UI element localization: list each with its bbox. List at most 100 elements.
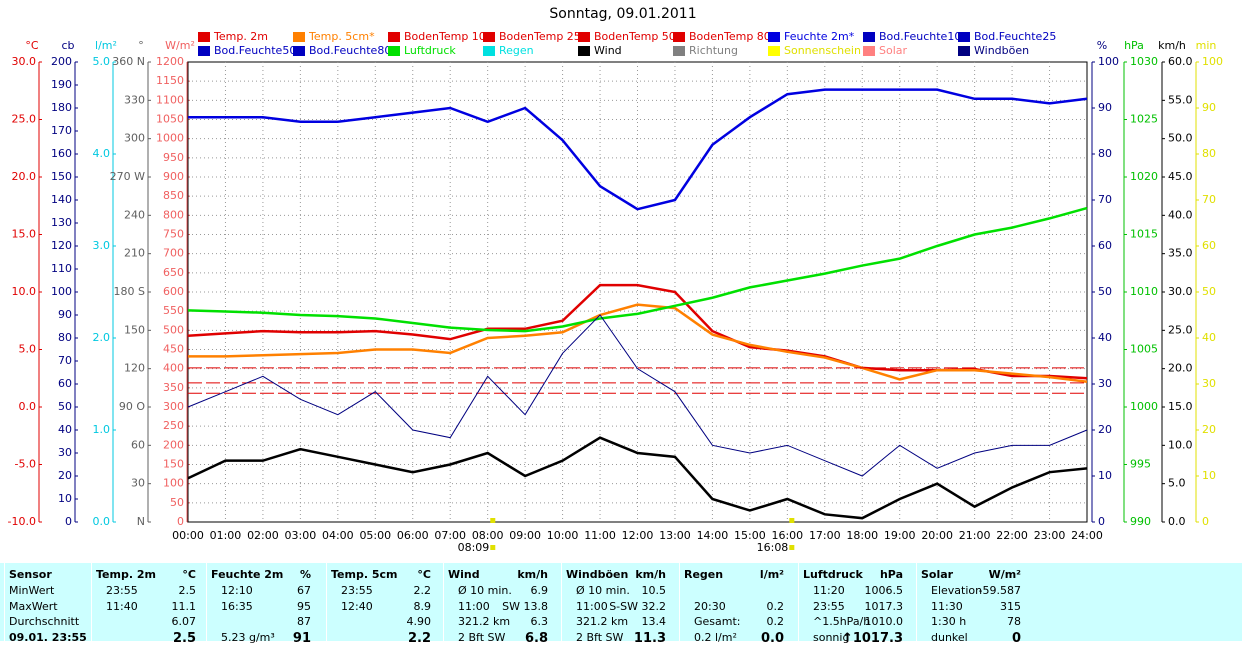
x-tick-label: 24:00	[1071, 529, 1103, 542]
table-cell: Ø 10 min.	[576, 584, 630, 597]
legend-label: Solar	[879, 44, 908, 57]
y-tick-label: 1200	[156, 55, 184, 68]
table-cell: 6.8	[524, 630, 548, 646]
y-tick-label: 110	[51, 262, 72, 275]
y-tick-label: 15.0	[12, 228, 37, 241]
table-cell: 321.2 km	[576, 615, 629, 628]
legend-label: Feuchte 2m*	[784, 30, 855, 43]
y-tick-label: 160	[51, 147, 72, 160]
chart-title: Sonntag, 09.01.2011	[549, 6, 696, 22]
y-tick-label: 40	[58, 423, 72, 436]
table-column: Regen l/m² 20:30 0.2 Gesamt: 0.2 0.2 l/m² 0.0	[679, 563, 790, 646]
legend-swatch	[768, 46, 780, 56]
y-tick-label: 50	[1098, 285, 1112, 298]
y-tick-label: 20	[58, 469, 72, 482]
legend-label: Bod.Feuchte50	[214, 44, 296, 57]
table-cell: 11:40	[106, 599, 138, 613]
legend-label: BodenTemp 80	[689, 30, 771, 43]
y-tick-label: 330	[124, 93, 145, 106]
column-header: Wind	[448, 568, 480, 581]
y-tick-label: 250	[163, 419, 184, 432]
x-tick-label: 18:00	[846, 529, 878, 542]
legend-label: Regen	[499, 44, 534, 57]
legend-label: Sonnenschein	[784, 44, 861, 57]
x-tick-label: 20:00	[921, 529, 953, 542]
y-tick-label: 10	[1098, 469, 1112, 482]
y-tick-label: 15.0	[1168, 400, 1193, 413]
y-tick-label: 0	[65, 515, 72, 528]
table-cell: Durchschnitt	[9, 615, 80, 628]
y-tick-label: 30	[1098, 377, 1112, 390]
table-cell: 1010.0	[864, 615, 904, 628]
column-header: Feuchte 2m	[211, 568, 284, 581]
column-header: Solar	[921, 568, 954, 581]
x-tick-label: 02:00	[247, 529, 279, 542]
y-tick-label: 4.0	[93, 147, 111, 160]
column-header: Sensor	[9, 568, 52, 581]
axis-unit: %	[1097, 39, 1107, 52]
table-cell: 0.2	[766, 615, 785, 628]
column-unit: °C	[182, 568, 196, 581]
y-tick-label: 20.0	[1168, 362, 1193, 375]
y-tick-label: 20.0	[12, 170, 37, 183]
table-cell: 78	[1007, 615, 1021, 628]
y-tick-label: 210	[124, 247, 145, 260]
column-unit: l/m²	[759, 568, 784, 581]
x-tick-label: 09:00	[509, 529, 541, 542]
legend-label: Richtung	[689, 44, 738, 57]
y-tick-label: 240	[124, 208, 145, 221]
y-tick-label: 100	[1202, 55, 1223, 68]
y-tick-label: 1050	[156, 113, 184, 126]
sun-marker	[789, 518, 795, 523]
y-tick-label: 20	[1202, 423, 1216, 436]
y-tick-label: 60.0	[1168, 55, 1193, 68]
table-cell: MaxWert	[9, 599, 58, 613]
y-tick-label: 90	[1202, 101, 1216, 114]
column-unit: hPa	[879, 568, 903, 581]
x-tick-label: 06:00	[397, 529, 429, 542]
table-cell: 1:30 h	[931, 615, 967, 628]
table-cell: 0.0	[760, 630, 784, 646]
sun-marker	[789, 545, 795, 550]
y-tick-label: 0	[177, 515, 184, 528]
table-cell: 4.90	[406, 615, 432, 628]
table-cell: 95	[297, 599, 311, 613]
table-cell: S-SW 32.2	[609, 599, 666, 613]
y-tick-label: 25.0	[12, 113, 37, 126]
y-tick-label: 60	[1202, 239, 1216, 252]
y-tick-label: 10	[58, 492, 72, 505]
table-cell: Ø 10 min.	[458, 584, 512, 597]
y-tick-label: 850	[163, 189, 184, 202]
x-tick-label: 12:00	[622, 529, 654, 542]
y-tick-label: 1100	[156, 93, 184, 106]
table-cell: 2.2	[407, 630, 431, 646]
x-tick-label: 14:00	[697, 529, 729, 542]
table-cell: 13.4	[641, 615, 667, 628]
y-tick-label: 300	[163, 400, 184, 413]
x-tick-label: 01:00	[210, 529, 242, 542]
y-tick-label: 30	[58, 446, 72, 459]
series-line	[187, 436, 1088, 520]
legend-label: Bod.Feuchte80	[309, 44, 391, 57]
x-tick-label: 10:00	[547, 529, 579, 542]
table-cell: 6.07	[171, 615, 197, 628]
y-tick-label: 500	[163, 323, 184, 336]
y-tick-label: 900	[163, 170, 184, 183]
y-tick-label: 360 N	[112, 55, 145, 68]
y-tick-label: 130	[51, 216, 72, 229]
table-column: Temp. 2m °C 23:55 2.5 11:40 11.1 6.07 2.5	[91, 563, 202, 646]
table-cell: 2.5	[178, 584, 197, 597]
sun-marker	[490, 545, 496, 550]
table-cell: sonnig	[813, 630, 850, 644]
table-cell: 91	[292, 630, 311, 646]
legend-swatch	[483, 46, 495, 56]
y-tick-label: 40.0	[1168, 208, 1193, 221]
table-cell: 11:30	[931, 599, 963, 613]
y-tick-label: 20	[1098, 423, 1112, 436]
y-tick-label: 5.0	[19, 343, 37, 356]
table-column: Windböen km/h Ø 10 min. 10.5 11:00 S-SW 32.2 3…	[561, 563, 672, 646]
legend-swatch	[293, 46, 305, 56]
table-cell: 10.5	[641, 584, 667, 597]
y-tick-label: 10	[1202, 469, 1216, 482]
